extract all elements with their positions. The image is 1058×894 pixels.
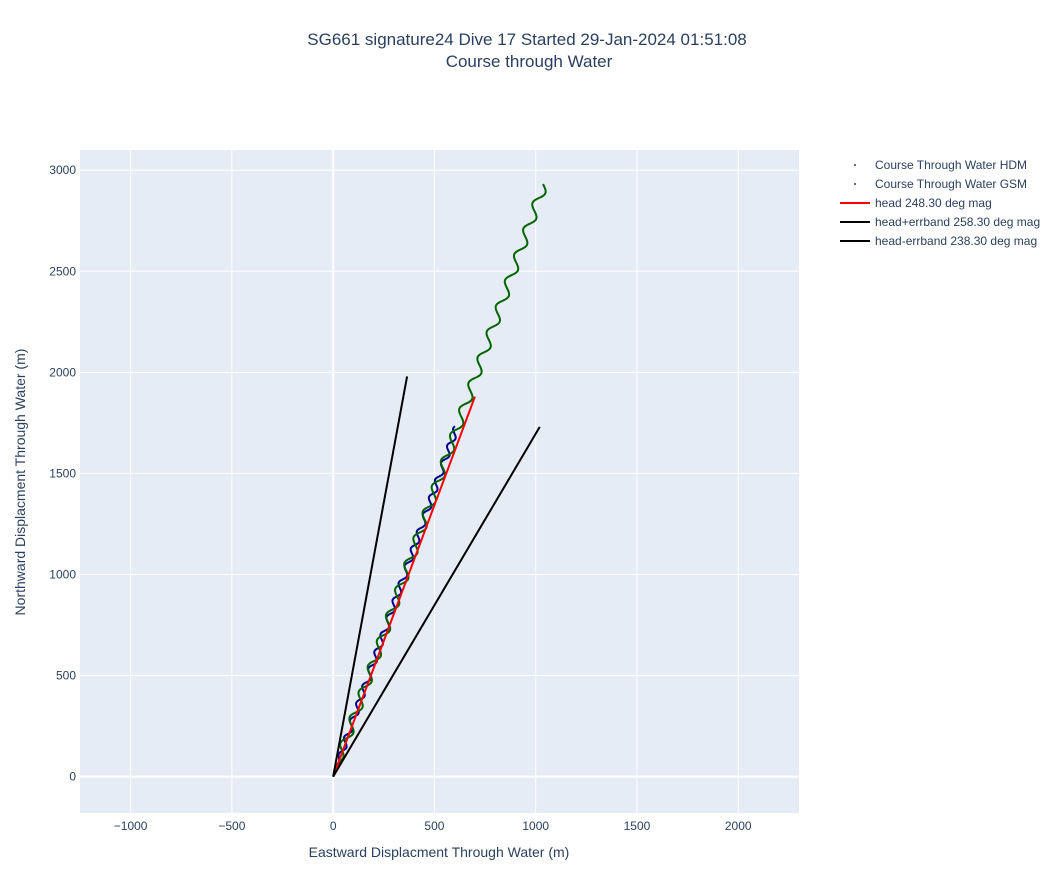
x-tick-label: 1500 <box>624 819 651 833</box>
x-tick-label: −500 <box>218 819 245 833</box>
series-line <box>332 376 409 777</box>
x-tick-label: −1000 <box>114 819 148 833</box>
legend-label: Course Through Water HDM <box>875 158 1027 172</box>
legend-label: head 248.30 deg mag <box>875 196 992 210</box>
legend-label: Course Through Water GSM <box>875 177 1027 191</box>
series-line <box>332 425 457 777</box>
series-line <box>332 183 547 777</box>
x-axis-ticks: −1000 −500 0 500 1000 1500 2000 <box>114 819 752 833</box>
legend-item[interactable]: Course Through Water GSM <box>854 177 1027 191</box>
x-tick-label: 500 <box>424 819 444 833</box>
x-tick-label: 2000 <box>725 819 752 833</box>
series-line <box>332 426 541 778</box>
legend-item[interactable]: head-errband 238.30 deg mag <box>840 234 1037 248</box>
series-lines <box>332 183 547 778</box>
x-axis-title: Eastward Displacment Through Water (m) <box>309 844 570 860</box>
y-tick-label: 0 <box>69 770 76 784</box>
y-tick-label: 2500 <box>49 264 76 278</box>
y-tick-label: 500 <box>56 669 76 683</box>
x-tick-label: 1000 <box>522 819 549 833</box>
series-line <box>332 396 476 777</box>
legend-item[interactable]: Course Through Water HDM <box>854 158 1027 172</box>
grid <box>80 150 799 813</box>
legend-item[interactable]: head+errband 258.30 deg mag <box>840 215 1040 229</box>
legend-label: head+errband 258.30 deg mag <box>875 215 1040 229</box>
legend-item[interactable]: head 248.30 deg mag <box>840 196 992 210</box>
y-tick-label: 1000 <box>49 567 76 581</box>
y-tick-label: 1500 <box>49 466 76 480</box>
legend[interactable]: Course Through Water HDM Course Through W… <box>840 158 1040 248</box>
chart-subtitle: Course through Water <box>446 52 613 71</box>
y-axis-title: Northward Displacment Through Water (m) <box>12 349 28 616</box>
y-tick-label: 2000 <box>49 365 76 379</box>
y-tick-label: 3000 <box>49 163 76 177</box>
legend-marker <box>854 183 856 185</box>
y-axis-ticks: 0 500 1000 1500 2000 2500 3000 <box>49 163 76 783</box>
legend-marker <box>854 164 856 166</box>
plot-area <box>80 150 799 813</box>
chart-title: SG661 signature24 Dive 17 Started 29-Jan… <box>307 30 746 49</box>
legend-label: head-errband 238.30 deg mag <box>875 234 1037 248</box>
x-tick-label: 0 <box>330 819 337 833</box>
